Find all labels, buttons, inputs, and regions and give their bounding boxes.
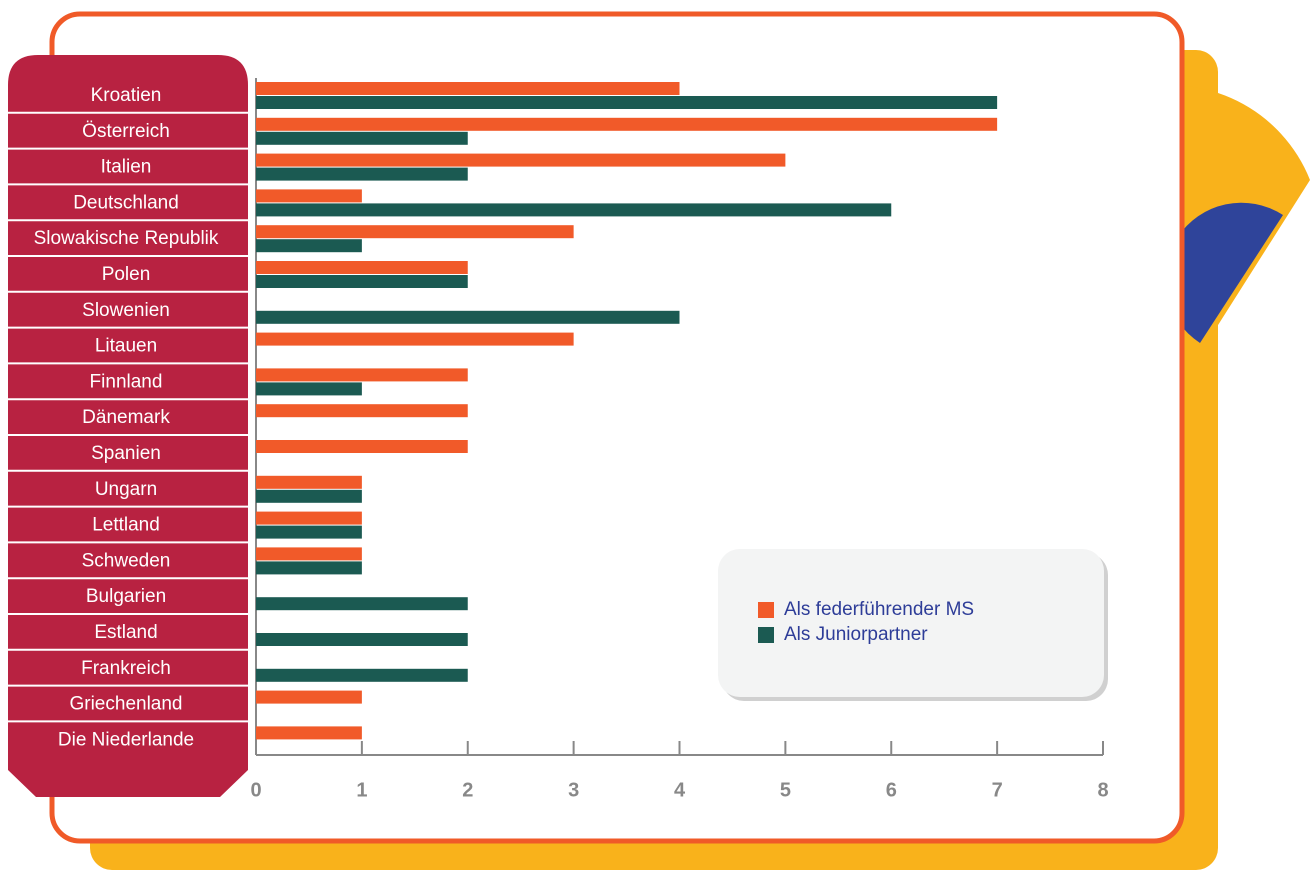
category-label: Italien	[101, 157, 152, 178]
category-label: Slowakische Republik	[34, 228, 219, 249]
bar	[256, 440, 468, 453]
category-label: Spanien	[91, 443, 161, 464]
x-tick-label: 1	[356, 779, 367, 801]
category-label: Griechenland	[69, 694, 182, 715]
category-label: Polen	[102, 264, 151, 285]
bar	[256, 203, 892, 217]
bar	[256, 117, 998, 131]
bar	[256, 404, 468, 418]
bar	[256, 310, 680, 324]
x-tick-label: 8	[1097, 779, 1108, 801]
bar	[256, 275, 468, 288]
bar	[256, 489, 362, 503]
legend-label: Als federführender MS	[784, 599, 974, 620]
bar	[256, 475, 362, 489]
bar	[256, 561, 362, 575]
category-label: Lettland	[92, 515, 160, 536]
category-label: Estland	[94, 622, 157, 643]
category-label: Die Niederlande	[58, 729, 194, 750]
label-panel	[8, 55, 248, 797]
category-label: Frankreich	[81, 658, 171, 679]
bar	[256, 153, 786, 167]
category-label: Dänemark	[82, 407, 170, 428]
bar	[256, 82, 680, 95]
bar	[256, 597, 468, 611]
category-label: Litauen	[95, 336, 157, 357]
bar	[256, 225, 574, 239]
bar	[256, 131, 468, 145]
bar	[256, 633, 468, 646]
bar	[256, 726, 362, 740]
bar	[256, 261, 468, 274]
category-label: Schweden	[82, 550, 171, 571]
x-tick-label: 3	[568, 779, 579, 801]
bar	[256, 96, 998, 109]
legend-label: Als Juniorpartner	[784, 624, 928, 645]
x-tick-label: 5	[780, 779, 791, 801]
bar	[256, 525, 362, 539]
category-label: Slowenien	[82, 300, 170, 321]
bar	[256, 511, 362, 525]
category-label: Kroatien	[91, 85, 162, 106]
bar	[256, 239, 362, 253]
legend-swatch	[758, 627, 774, 643]
bar	[256, 690, 362, 704]
x-tick-label: 7	[992, 779, 1003, 801]
x-tick-label: 0	[250, 779, 261, 801]
bar	[256, 332, 574, 346]
legend-swatch	[758, 602, 774, 618]
category-label: Deutschland	[73, 192, 179, 213]
bar	[256, 189, 362, 203]
category-label: Finnland	[90, 371, 163, 392]
x-tick-label: 4	[674, 779, 686, 801]
x-tick-label: 2	[462, 779, 473, 801]
bar	[256, 167, 468, 181]
category-label: Ungarn	[95, 479, 157, 500]
category-label: Bulgarien	[86, 586, 166, 607]
decor-arc-inner	[1165, 202, 1283, 343]
bar	[256, 382, 362, 396]
category-label: Österreich	[82, 121, 170, 142]
bar	[256, 368, 468, 382]
legend	[718, 549, 1104, 697]
x-tick-label: 6	[886, 779, 897, 801]
bar	[256, 547, 362, 561]
bar	[256, 668, 468, 682]
